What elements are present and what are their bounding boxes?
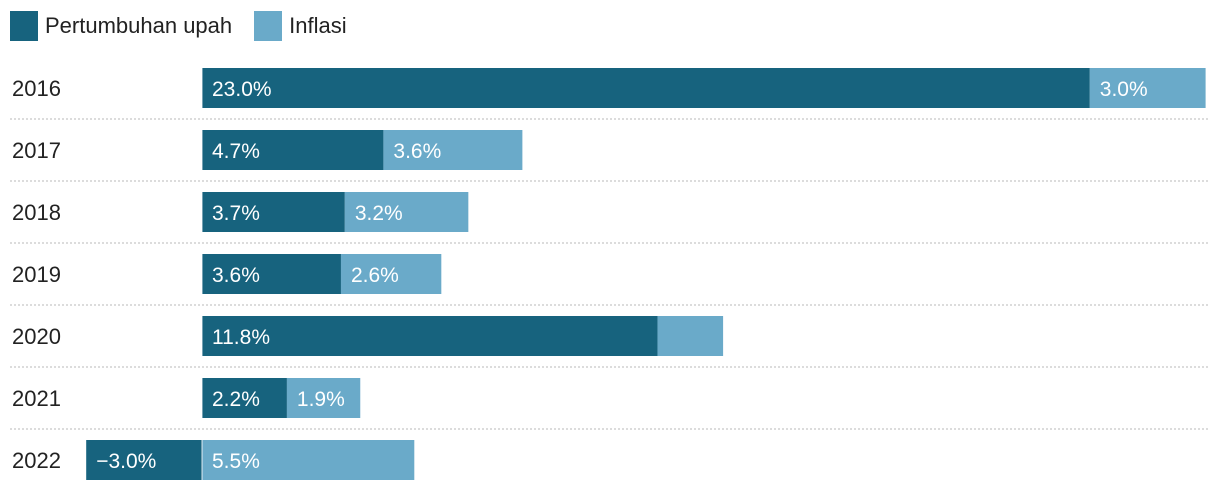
value-label-inflation-2017: 3.6% xyxy=(393,140,441,163)
value-label-wage-growth-2016: 23.0% xyxy=(212,78,272,101)
bar-inflation-2018 xyxy=(344,192,469,232)
bar-inflation-2021 xyxy=(286,378,361,418)
value-label-wage-growth-2019: 3.6% xyxy=(212,264,260,287)
value-label-wage-growth-2020: 11.8% xyxy=(212,326,270,349)
chart-legend: Pertumbuhan upah Inflasi xyxy=(10,10,369,42)
value-label-wage-growth-2017: 4.7% xyxy=(212,140,260,163)
year-label-2021: 2021 xyxy=(12,386,61,411)
value-label-inflation-2018: 3.2% xyxy=(355,202,403,225)
legend-label-inflation: Inflasi xyxy=(289,13,347,38)
year-label-2018: 2018 xyxy=(12,200,61,225)
bar-wage-growth-2022 xyxy=(86,440,202,480)
legend-swatch-inflation xyxy=(254,11,283,41)
value-label-wage-growth-2022: −3.0% xyxy=(96,450,156,473)
year-label-2022: 2022 xyxy=(12,448,61,473)
value-label-inflation-2019: 2.6% xyxy=(351,264,399,287)
bar-wage-growth-2018 xyxy=(202,192,345,232)
bar-inflation-2020 xyxy=(657,316,724,356)
value-label-inflation-2016: 3.0% xyxy=(1100,78,1148,101)
year-label-2019: 2019 xyxy=(12,262,61,287)
bar-wage-growth-2016 xyxy=(202,68,1090,108)
bar-wage-growth-2019 xyxy=(202,254,341,294)
bar-wage-growth-2020 xyxy=(202,316,658,356)
year-label-2020: 2020 xyxy=(12,324,61,349)
bar-wage-growth-2017 xyxy=(202,130,384,170)
legend-label-wage-growth: Pertumbuhan upah xyxy=(45,13,233,38)
year-label-2016: 2016 xyxy=(12,76,61,101)
value-label-wage-growth-2021: 2.2% xyxy=(212,388,260,411)
bar-inflation-2016 xyxy=(1089,68,1206,108)
legend-swatch-wage-growth xyxy=(10,11,38,41)
legend-item-inflation: Inflasi xyxy=(254,11,347,41)
year-label-2017: 2017 xyxy=(12,138,61,163)
value-label-wage-growth-2018: 3.7% xyxy=(212,202,260,225)
bar-inflation-2017 xyxy=(383,130,523,170)
bar-inflation-2022 xyxy=(202,440,415,480)
bar-wage-growth-2021 xyxy=(202,378,287,418)
bar-inflation-2019 xyxy=(340,254,442,294)
value-label-inflation-2022: 5.5% xyxy=(212,450,260,473)
value-label-inflation-2021: 1.9% xyxy=(297,388,345,411)
legend-item-wage-growth: Pertumbuhan upah xyxy=(10,11,232,41)
